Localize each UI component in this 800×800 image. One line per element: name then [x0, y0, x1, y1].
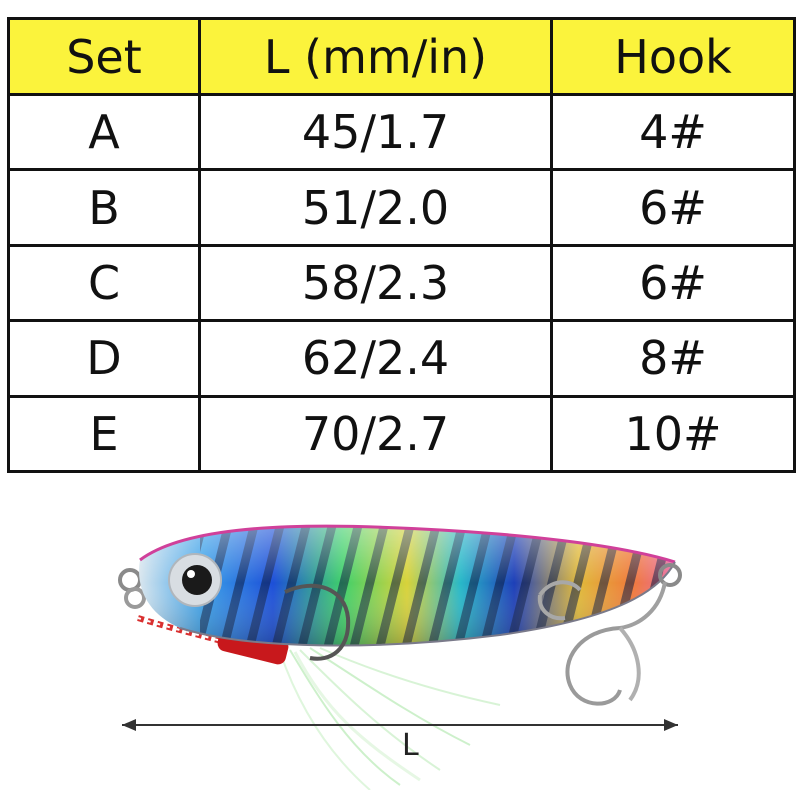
header-hook: Hook: [550, 17, 796, 96]
feather-skirt: [279, 647, 501, 790]
cell-set: A: [7, 92, 201, 172]
cell-hook: 6#: [550, 243, 796, 323]
lure-image: [100, 500, 720, 790]
cell-set: C: [7, 243, 201, 323]
cell-length: 62/2.4: [198, 319, 553, 398]
cell-length: 45/1.7: [198, 92, 553, 172]
table-row: A 45/1.7 4#: [7, 92, 796, 172]
length-dimension-arrow: [122, 719, 678, 731]
cell-set: B: [7, 168, 201, 247]
length-label: L: [402, 728, 419, 763]
cell-length: 58/2.3: [198, 243, 553, 323]
cell-hook: 6#: [550, 168, 796, 247]
header-set: Set: [7, 17, 201, 96]
cell-hook: 10#: [550, 394, 796, 474]
table-row: C 58/2.3 6#: [7, 243, 796, 323]
header-length: L (mm/in): [198, 17, 553, 96]
table-row: B 51/2.0 6#: [7, 168, 796, 247]
table-header-row: Set L (mm/in) Hook: [7, 17, 796, 96]
cell-set: D: [7, 319, 201, 398]
table-row: E 70/2.7 10#: [7, 394, 796, 474]
cell-hook: 8#: [550, 319, 796, 398]
cell-length: 51/2.0: [198, 168, 553, 247]
cell-length: 70/2.7: [198, 394, 553, 474]
table-row: D 62/2.4 8#: [7, 319, 796, 398]
size-table: Set L (mm/in) Hook A 45/1.7 4# B 51/2.0 …: [7, 17, 796, 474]
fishing-lure-illustration: [118, 524, 682, 790]
cell-set: E: [7, 394, 201, 474]
cell-hook: 4#: [550, 92, 796, 172]
